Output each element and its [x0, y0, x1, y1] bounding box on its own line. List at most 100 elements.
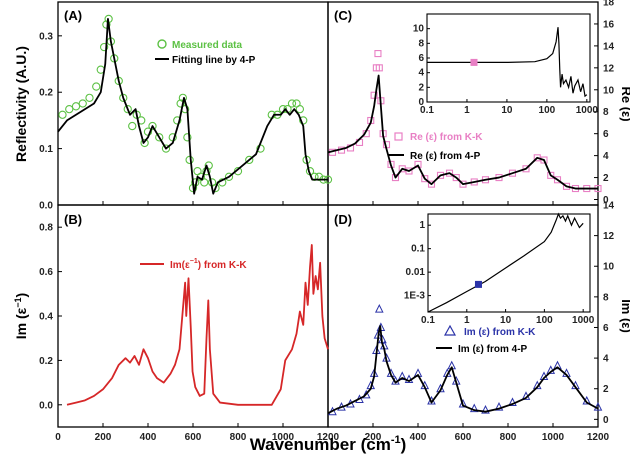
data-point-circle [183, 133, 192, 142]
y-axis-title-a: Reflectivity (A.U.) [13, 46, 29, 162]
data-point-square [533, 154, 541, 162]
series-line-d-1 [327, 325, 599, 415]
data-point-square [508, 169, 517, 177]
inset-y-tick-label: 0.01 [406, 267, 426, 278]
data-point-square [553, 176, 562, 184]
inset-y-tick-label: 6 [418, 53, 424, 64]
data-point-square [374, 50, 382, 58]
y-tick-label: 0.8 [39, 223, 53, 234]
data-point-square [452, 174, 460, 182]
y-tick-label: 8 [603, 107, 609, 118]
inset-x-tick-label: 10 [500, 315, 512, 326]
panel-a-label: (A) [64, 8, 82, 23]
legend-b-label: Im(ε−1) from K-K [170, 258, 247, 271]
inset-d-marker [474, 280, 482, 288]
data-point-triangle [397, 371, 407, 380]
x-tick-label: 400 [140, 432, 157, 443]
y-tick-label: 0.2 [39, 356, 53, 367]
y-axis-title-b: Im (ε−1) [13, 293, 29, 339]
data-point-square [370, 91, 378, 99]
panel-b-plot: 0.0 0.2 0.4 0.6 0.8 0 200 400 600 800 1000 1200 [39, 223, 339, 443]
series-line-a-1 [57, 18, 328, 195]
inset-c-marker [470, 58, 478, 66]
inset-y-tick-label: 1 [419, 220, 425, 231]
y-tick-label: 8 [603, 292, 609, 303]
data-point-circle [287, 99, 297, 108]
data-point-circle [102, 20, 111, 29]
y-axis-title-c: Re (ε) [619, 86, 630, 121]
y-tick-label: 0.6 [39, 267, 53, 278]
data-point-circle [92, 82, 101, 91]
inset-y-tick-label: 8 [418, 38, 424, 49]
inset-x-tick-label: 10 [501, 105, 513, 116]
x-tick-label: 400 [410, 432, 427, 443]
inset-y-tick-label: 4 [418, 68, 424, 79]
series-line-b-0 [66, 244, 329, 406]
legend-d-kk: Im (ε) from K-K [464, 327, 536, 338]
y-axis-title-d: Im (ε) [619, 299, 630, 333]
data-point-circle [245, 155, 254, 165]
y-tick-label: 14 [603, 41, 615, 52]
panel-d-label: (D) [334, 212, 352, 227]
data-point-circle [123, 104, 132, 114]
data-point-triangle [494, 401, 504, 411]
data-point-circle [173, 116, 182, 125]
y-tick-label: 6 [603, 129, 609, 140]
y-tick-label: 0 [603, 195, 609, 206]
inset-x-tick-label: 0.1 [421, 315, 435, 326]
x-tick-label: 600 [185, 432, 202, 443]
data-point-circle [295, 104, 305, 114]
data-point-circle [200, 178, 209, 187]
data-point-triangle [508, 397, 517, 407]
x-tick-label: 1200 [317, 432, 340, 443]
data-point-square [398, 165, 406, 173]
inset-x-tick-label: 1000 [576, 105, 599, 116]
legend-c-kk: Re (ε) from K-K [410, 132, 483, 143]
y-tick-label: 2 [603, 173, 609, 184]
inset-series-line [427, 27, 588, 98]
panel-c-label: (C) [334, 8, 352, 23]
y-tick-label: 12 [603, 231, 615, 242]
data-point-square [547, 171, 555, 179]
data-point-square [427, 180, 436, 188]
data-point-triangle [481, 405, 490, 414]
x-tick-label: 800 [230, 432, 247, 443]
data-point-circle [128, 121, 137, 131]
data-point-circle [78, 99, 87, 108]
data-point-circle [176, 99, 185, 108]
data-point-triangle [374, 303, 384, 313]
legend-a-fit: Fitting line by 4-P [172, 55, 256, 66]
data-point-circle [99, 42, 109, 52]
data-point-square [522, 165, 530, 173]
inset-y-tick-label: 0.1 [411, 244, 425, 255]
inset-x-tick-label: 1000 [572, 315, 595, 326]
data-point-circle [148, 121, 157, 131]
x-tick-label: 1200 [587, 432, 610, 443]
data-point-circle [155, 133, 164, 142]
data-point-circle [224, 172, 234, 181]
legend-a-marker-circle [157, 39, 167, 49]
y-tick-label: 0.1 [39, 144, 53, 155]
y-tick-label: 10 [603, 85, 615, 96]
inset-x-tick-label: 100 [536, 315, 553, 326]
data-point-circle [65, 104, 74, 114]
inset-x-tick-label: 1 [464, 315, 470, 326]
y-tick-label: 2 [603, 384, 609, 395]
y-tick-label: 6 [603, 323, 609, 334]
x-tick-label: 200 [365, 432, 382, 443]
inset-series-line [427, 212, 584, 313]
y-tick-label: 0.2 [39, 88, 53, 99]
data-point-triangle [553, 360, 562, 370]
y-tick-label: 10 [603, 262, 615, 273]
x-axis-title: Wavenumber (cm-1) [250, 434, 407, 454]
y-tick-label: 0.0 [39, 400, 53, 411]
y-tick-label: 0 [603, 415, 609, 426]
inset-c-frame [426, 13, 591, 103]
y-tick-label: 0.0 [39, 201, 53, 212]
data-point-circle [58, 110, 67, 119]
data-point-circle [119, 93, 128, 103]
data-point-triangle [361, 389, 371, 399]
inset-x-tick-label: 1 [464, 105, 470, 116]
data-point-square [421, 175, 429, 183]
